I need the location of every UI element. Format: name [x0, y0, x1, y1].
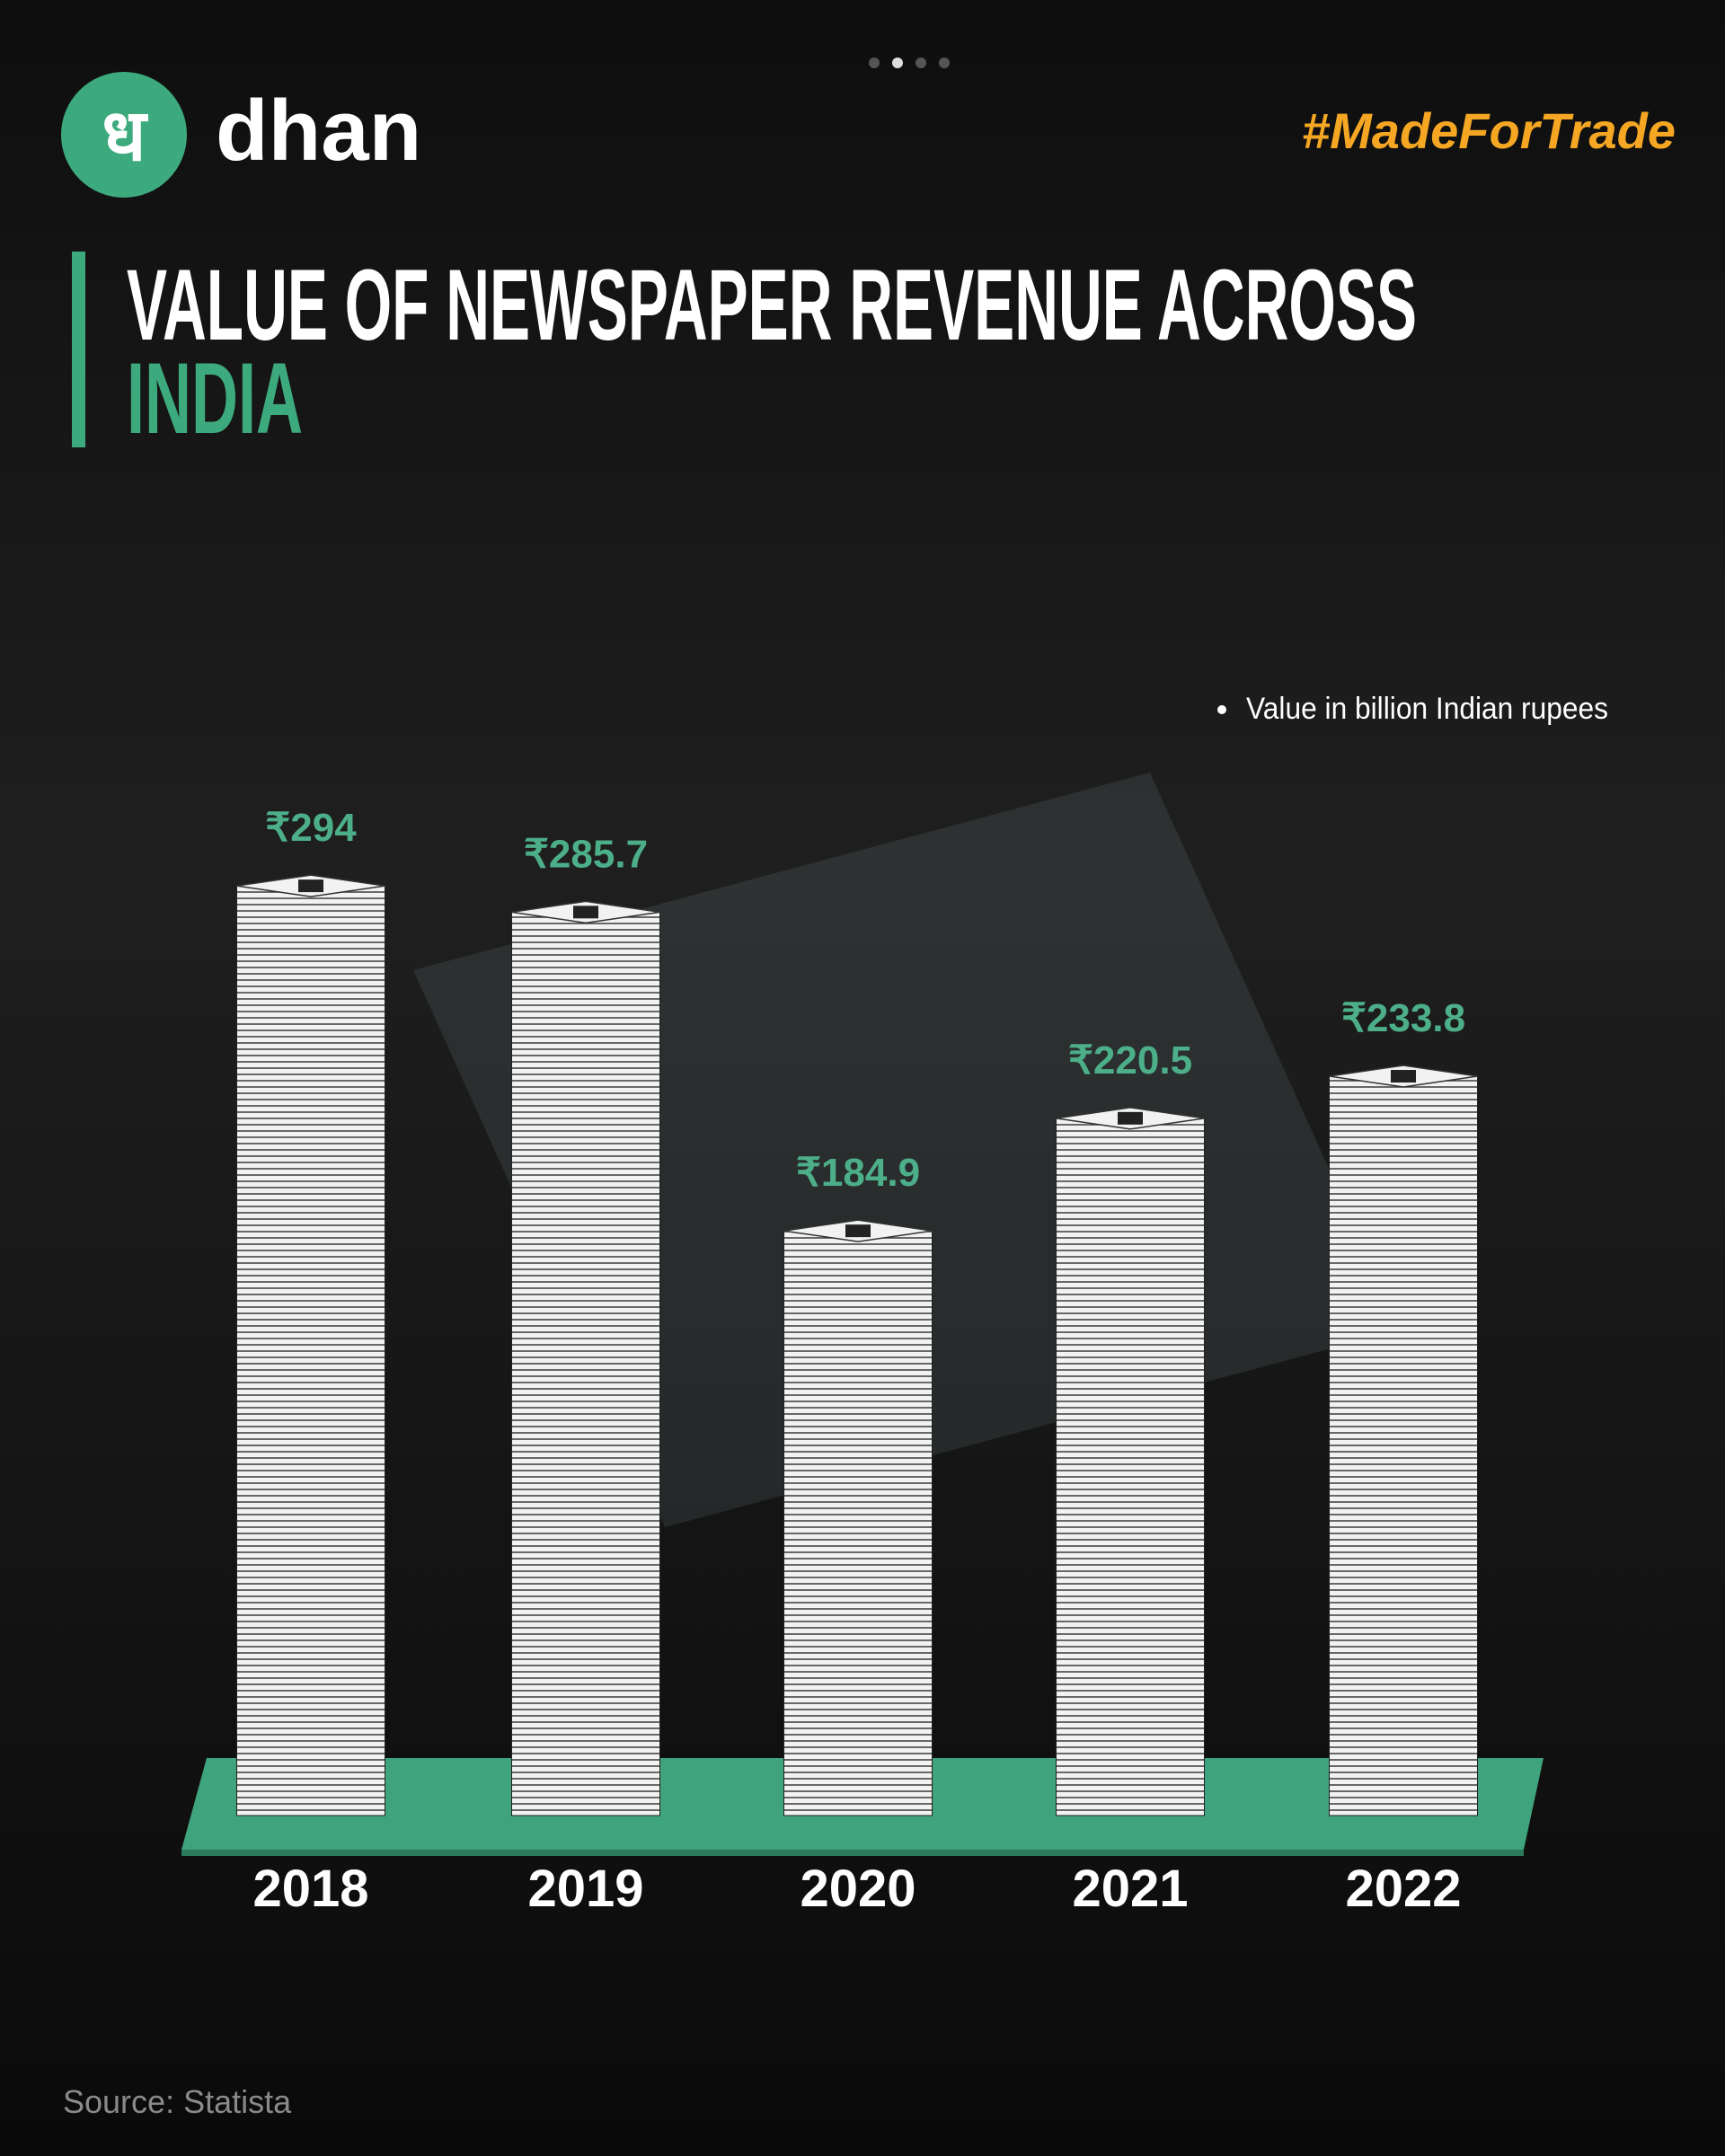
chart-title: VALUE OF NEWSPAPER REVENUE ACROSS — [127, 249, 1417, 361]
value-label: ₹220.5 — [1068, 1038, 1192, 1082]
x-tick-label: 2018 — [252, 1860, 368, 1918]
x-tick-label: 2020 — [800, 1860, 916, 1918]
bar — [236, 885, 385, 1816]
page-dots — [869, 57, 950, 68]
x-tick-label: 2019 — [527, 1860, 643, 1918]
value-label: ₹184.9 — [796, 1151, 920, 1195]
value-label: ₹294 — [265, 806, 357, 850]
logo — [61, 72, 187, 198]
x-tick-label: 2022 — [1345, 1860, 1461, 1918]
chart-title-highlight: INDIA — [127, 342, 303, 455]
note: Value in billion Indian rupees — [1246, 692, 1608, 726]
platform-edge — [181, 1850, 1524, 1856]
bar-cap-print — [1118, 1111, 1143, 1125]
value-label: ₹285.7 — [524, 832, 648, 876]
brand-name: dhan — [216, 83, 421, 179]
bar — [783, 1230, 933, 1816]
bar — [1056, 1118, 1205, 1816]
value-label: ₹233.8 — [1341, 996, 1465, 1040]
bar-cap-print — [1391, 1070, 1416, 1083]
logo-glyph: ध — [102, 93, 148, 177]
tagline: #MadeForTrade — [1302, 102, 1676, 159]
bar-cap-print — [845, 1224, 871, 1238]
bar-cap-print — [298, 879, 323, 893]
note-bullet — [1217, 705, 1226, 714]
title-accent — [72, 252, 85, 447]
bar-cap-print — [573, 906, 598, 919]
source: Source: Statista — [63, 2083, 292, 2120]
x-tick-label: 2021 — [1072, 1860, 1188, 1918]
bar — [1329, 1075, 1478, 1816]
bar — [511, 911, 660, 1816]
